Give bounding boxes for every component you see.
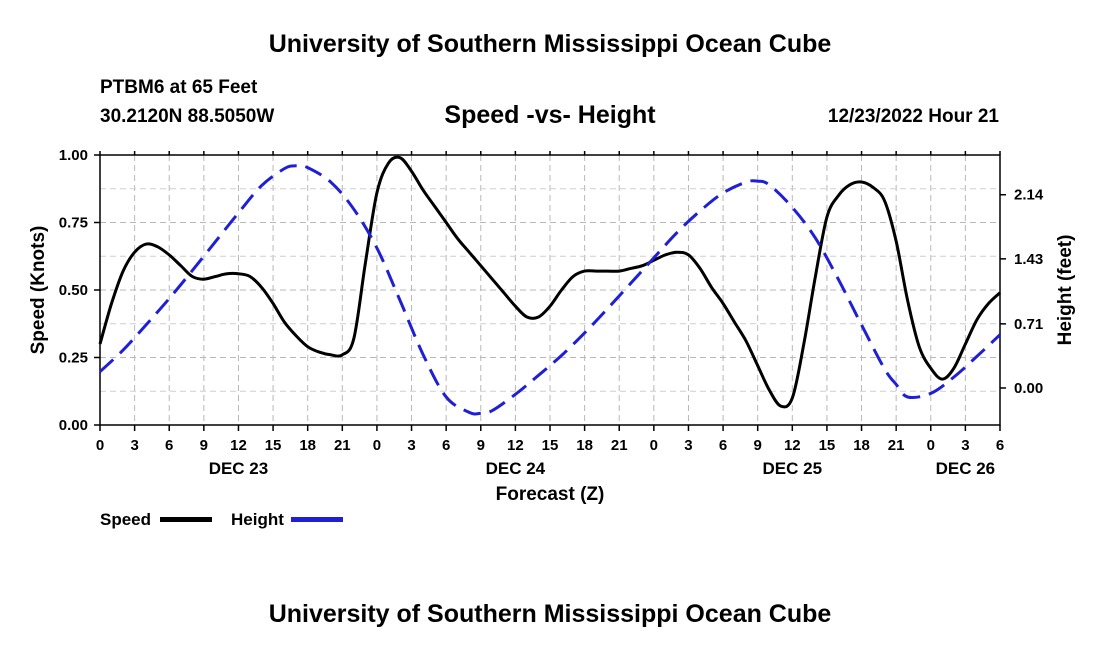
y-tick-label: 0.00 xyxy=(59,417,88,434)
y2-tick-label: 2.14 xyxy=(1014,187,1044,204)
x-tick-label: 3 xyxy=(961,437,969,454)
legend-height-label: Height xyxy=(231,510,284,529)
station-label: PTBM6 at 65 Feet xyxy=(100,77,258,98)
x-tick-label: 12 xyxy=(230,437,247,454)
grid xyxy=(100,155,1000,425)
y-tick-label: 0.25 xyxy=(59,350,88,367)
axis-labels: 0 3 6 9 12 15 18 21 0 3 6 9 12 15 18 21 0 3 6 9 12 15 18 21 0 3 6 0… xyxy=(28,147,1076,505)
x-tick-label: 15 xyxy=(819,437,836,454)
date-label: DEC 25 xyxy=(763,459,823,478)
date-label: DEC 23 xyxy=(209,459,269,478)
x-tick-label: 15 xyxy=(542,437,559,454)
x-tick-label: 3 xyxy=(130,437,138,454)
x-tick-label: 6 xyxy=(442,437,450,454)
x-tick-label: 21 xyxy=(611,437,628,454)
y-tick-label: 0.75 xyxy=(59,215,88,232)
series-line-height xyxy=(98,164,1002,416)
y2-axis-title: Height (feet) xyxy=(1055,235,1076,346)
y-tick-label: 0.50 xyxy=(59,282,88,299)
x-tick-label: 12 xyxy=(507,437,524,454)
y-tick-label: 1.00 xyxy=(59,147,88,164)
legend-height-swatch xyxy=(291,517,343,522)
x-tick-label: 9 xyxy=(477,437,485,454)
x-tick-label: 0 xyxy=(650,437,658,454)
x-tick-label: 15 xyxy=(265,437,282,454)
x-tick-label: 6 xyxy=(165,437,173,454)
chart-subtitle: Speed -vs- Height xyxy=(444,101,656,129)
axis-ticks xyxy=(94,151,1006,431)
x-tick-label: 3 xyxy=(407,437,415,454)
x-tick-label: 18 xyxy=(299,437,316,454)
y-axis-title: Speed (Knots) xyxy=(28,226,49,355)
footer-title: University of Southern Mississippi Ocean… xyxy=(268,600,832,628)
x-tick-label: 9 xyxy=(200,437,208,454)
x-tick-label: 6 xyxy=(719,437,727,454)
forecast-timestamp: 12/23/2022 Hour 21 xyxy=(827,106,999,127)
x-tick-label: 0 xyxy=(373,437,381,454)
legend-speed-label: Speed xyxy=(100,510,152,529)
series-line-speed xyxy=(98,155,1002,409)
date-label: DEC 24 xyxy=(486,459,546,478)
y2-tick-label: 0.71 xyxy=(1014,316,1043,333)
legend-speed-swatch xyxy=(160,517,212,522)
page-title: University of Southern Mississippi Ocean… xyxy=(268,30,832,58)
x-tick-label: 12 xyxy=(784,437,801,454)
x-tick-label: 0 xyxy=(96,437,104,454)
y2-tick-label: 0.00 xyxy=(1014,380,1043,397)
x-tick-label: 9 xyxy=(754,437,762,454)
y2-tick-label: 1.43 xyxy=(1014,251,1043,268)
x-tick-label: 18 xyxy=(576,437,593,454)
x-tick-label: 21 xyxy=(334,437,351,454)
x-tick-label: 3 xyxy=(684,437,692,454)
date-label: DEC 26 xyxy=(936,459,996,478)
x-tick-label: 18 xyxy=(853,437,870,454)
series xyxy=(98,155,1002,416)
x-axis-title: Forecast (Z) xyxy=(496,484,605,505)
x-tick-label: 0 xyxy=(927,437,935,454)
x-tick-label: 6 xyxy=(996,437,1004,454)
station-coords: 30.2120N 88.5050W xyxy=(100,106,275,127)
x-tick-label: 21 xyxy=(888,437,905,454)
